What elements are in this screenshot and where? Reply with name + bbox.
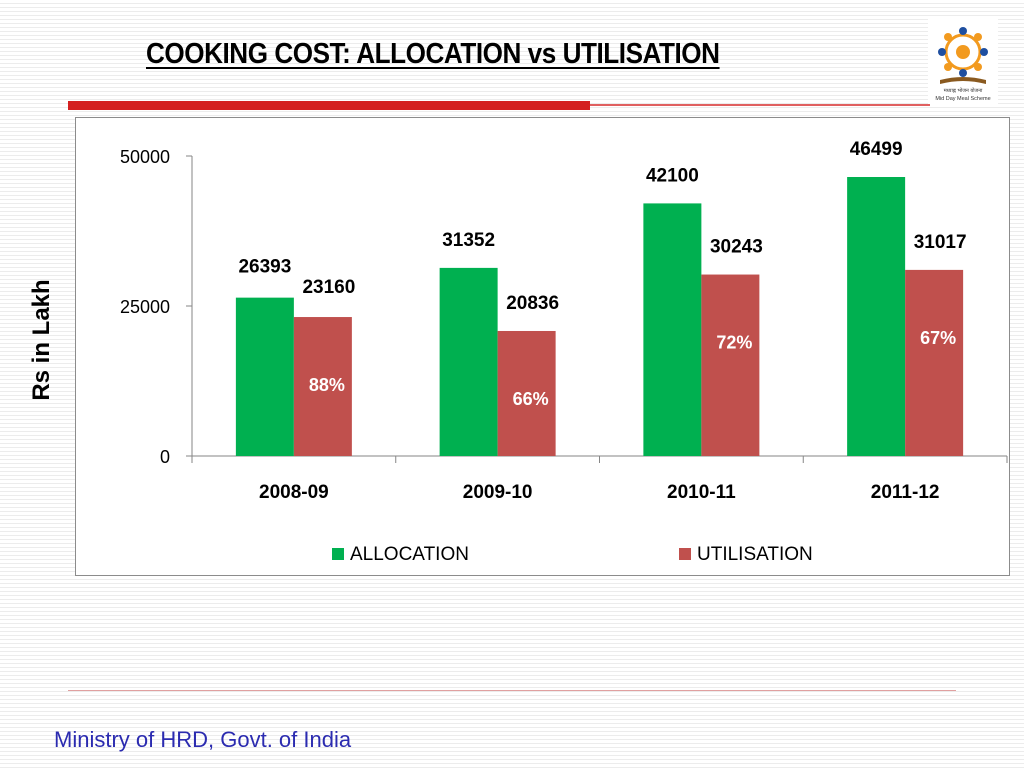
- allocation-bar: [439, 267, 498, 456]
- allocation-value-label: 42100: [646, 165, 699, 186]
- allocation-bar: [235, 297, 294, 456]
- utilisation-percent-label: 72%: [716, 333, 752, 353]
- utilisation-percent-label: 67%: [920, 328, 956, 348]
- utilisation-bar: [293, 317, 352, 456]
- legend-utilisation-label: UTILISATION: [697, 544, 813, 565]
- allocation-bar: [643, 203, 702, 456]
- utilisation-percent-label: 88%: [309, 375, 345, 395]
- y-tick-label: 0: [160, 447, 170, 467]
- utilisation-value-label: 20836: [506, 293, 559, 314]
- title-underline-line: [590, 104, 930, 106]
- bar-chart: 0 25000 50000 2008-09 26393 23160 88% 2009-10 31…: [120, 139, 1008, 565]
- utilisation-value-label: 23160: [302, 277, 355, 298]
- legend-utilisation-swatch: [679, 548, 691, 560]
- x-tick-label: 2010-11: [667, 482, 736, 503]
- utilisation-bar: [701, 274, 760, 456]
- y-tick-label: 50000: [120, 147, 170, 167]
- footer-text: Ministry of HRD, Govt. of India: [54, 727, 352, 752]
- allocation-value-label: 46499: [850, 139, 903, 160]
- x-tick-label: 2009-10: [463, 482, 533, 503]
- utilisation-bar: [905, 269, 964, 456]
- utilisation-percent-label: 66%: [513, 389, 549, 409]
- title-underline-bar: [68, 101, 590, 110]
- utilisation-value-label: 31017: [914, 232, 967, 253]
- y-axis-label: Rs in Lakh: [28, 279, 55, 401]
- logo-people-circle-icon: [938, 27, 988, 77]
- page-title: COOKING COST: ALLOCATION vs UTILISATION: [146, 38, 720, 70]
- logo-caption-hindi: मध्याह्न भोजन योजना: [944, 87, 983, 94]
- footer-divider: [68, 690, 956, 691]
- logo-caption: Mid Day Meal Scheme: [935, 96, 990, 102]
- legend-allocation-swatch: [332, 548, 344, 560]
- allocation-bar: [847, 177, 906, 457]
- utilisation-bar: [497, 330, 556, 456]
- x-tick-label: 2008-09: [259, 482, 329, 503]
- x-tick-label: 2011-12: [871, 482, 940, 503]
- y-tick-label: 25000: [120, 297, 170, 317]
- allocation-value-label: 26393: [238, 257, 291, 278]
- mid-day-meal-logo: मध्याह्न भोजन योजना Mid Day Meal Scheme: [928, 18, 998, 104]
- utilisation-value-label: 30243: [710, 237, 763, 258]
- allocation-value-label: 31352: [442, 230, 495, 251]
- chart-frame: 0 25000 50000 2008-09 26393 23160 88% 2009-10 31…: [75, 117, 1010, 576]
- legend-allocation-label: ALLOCATION: [350, 544, 469, 565]
